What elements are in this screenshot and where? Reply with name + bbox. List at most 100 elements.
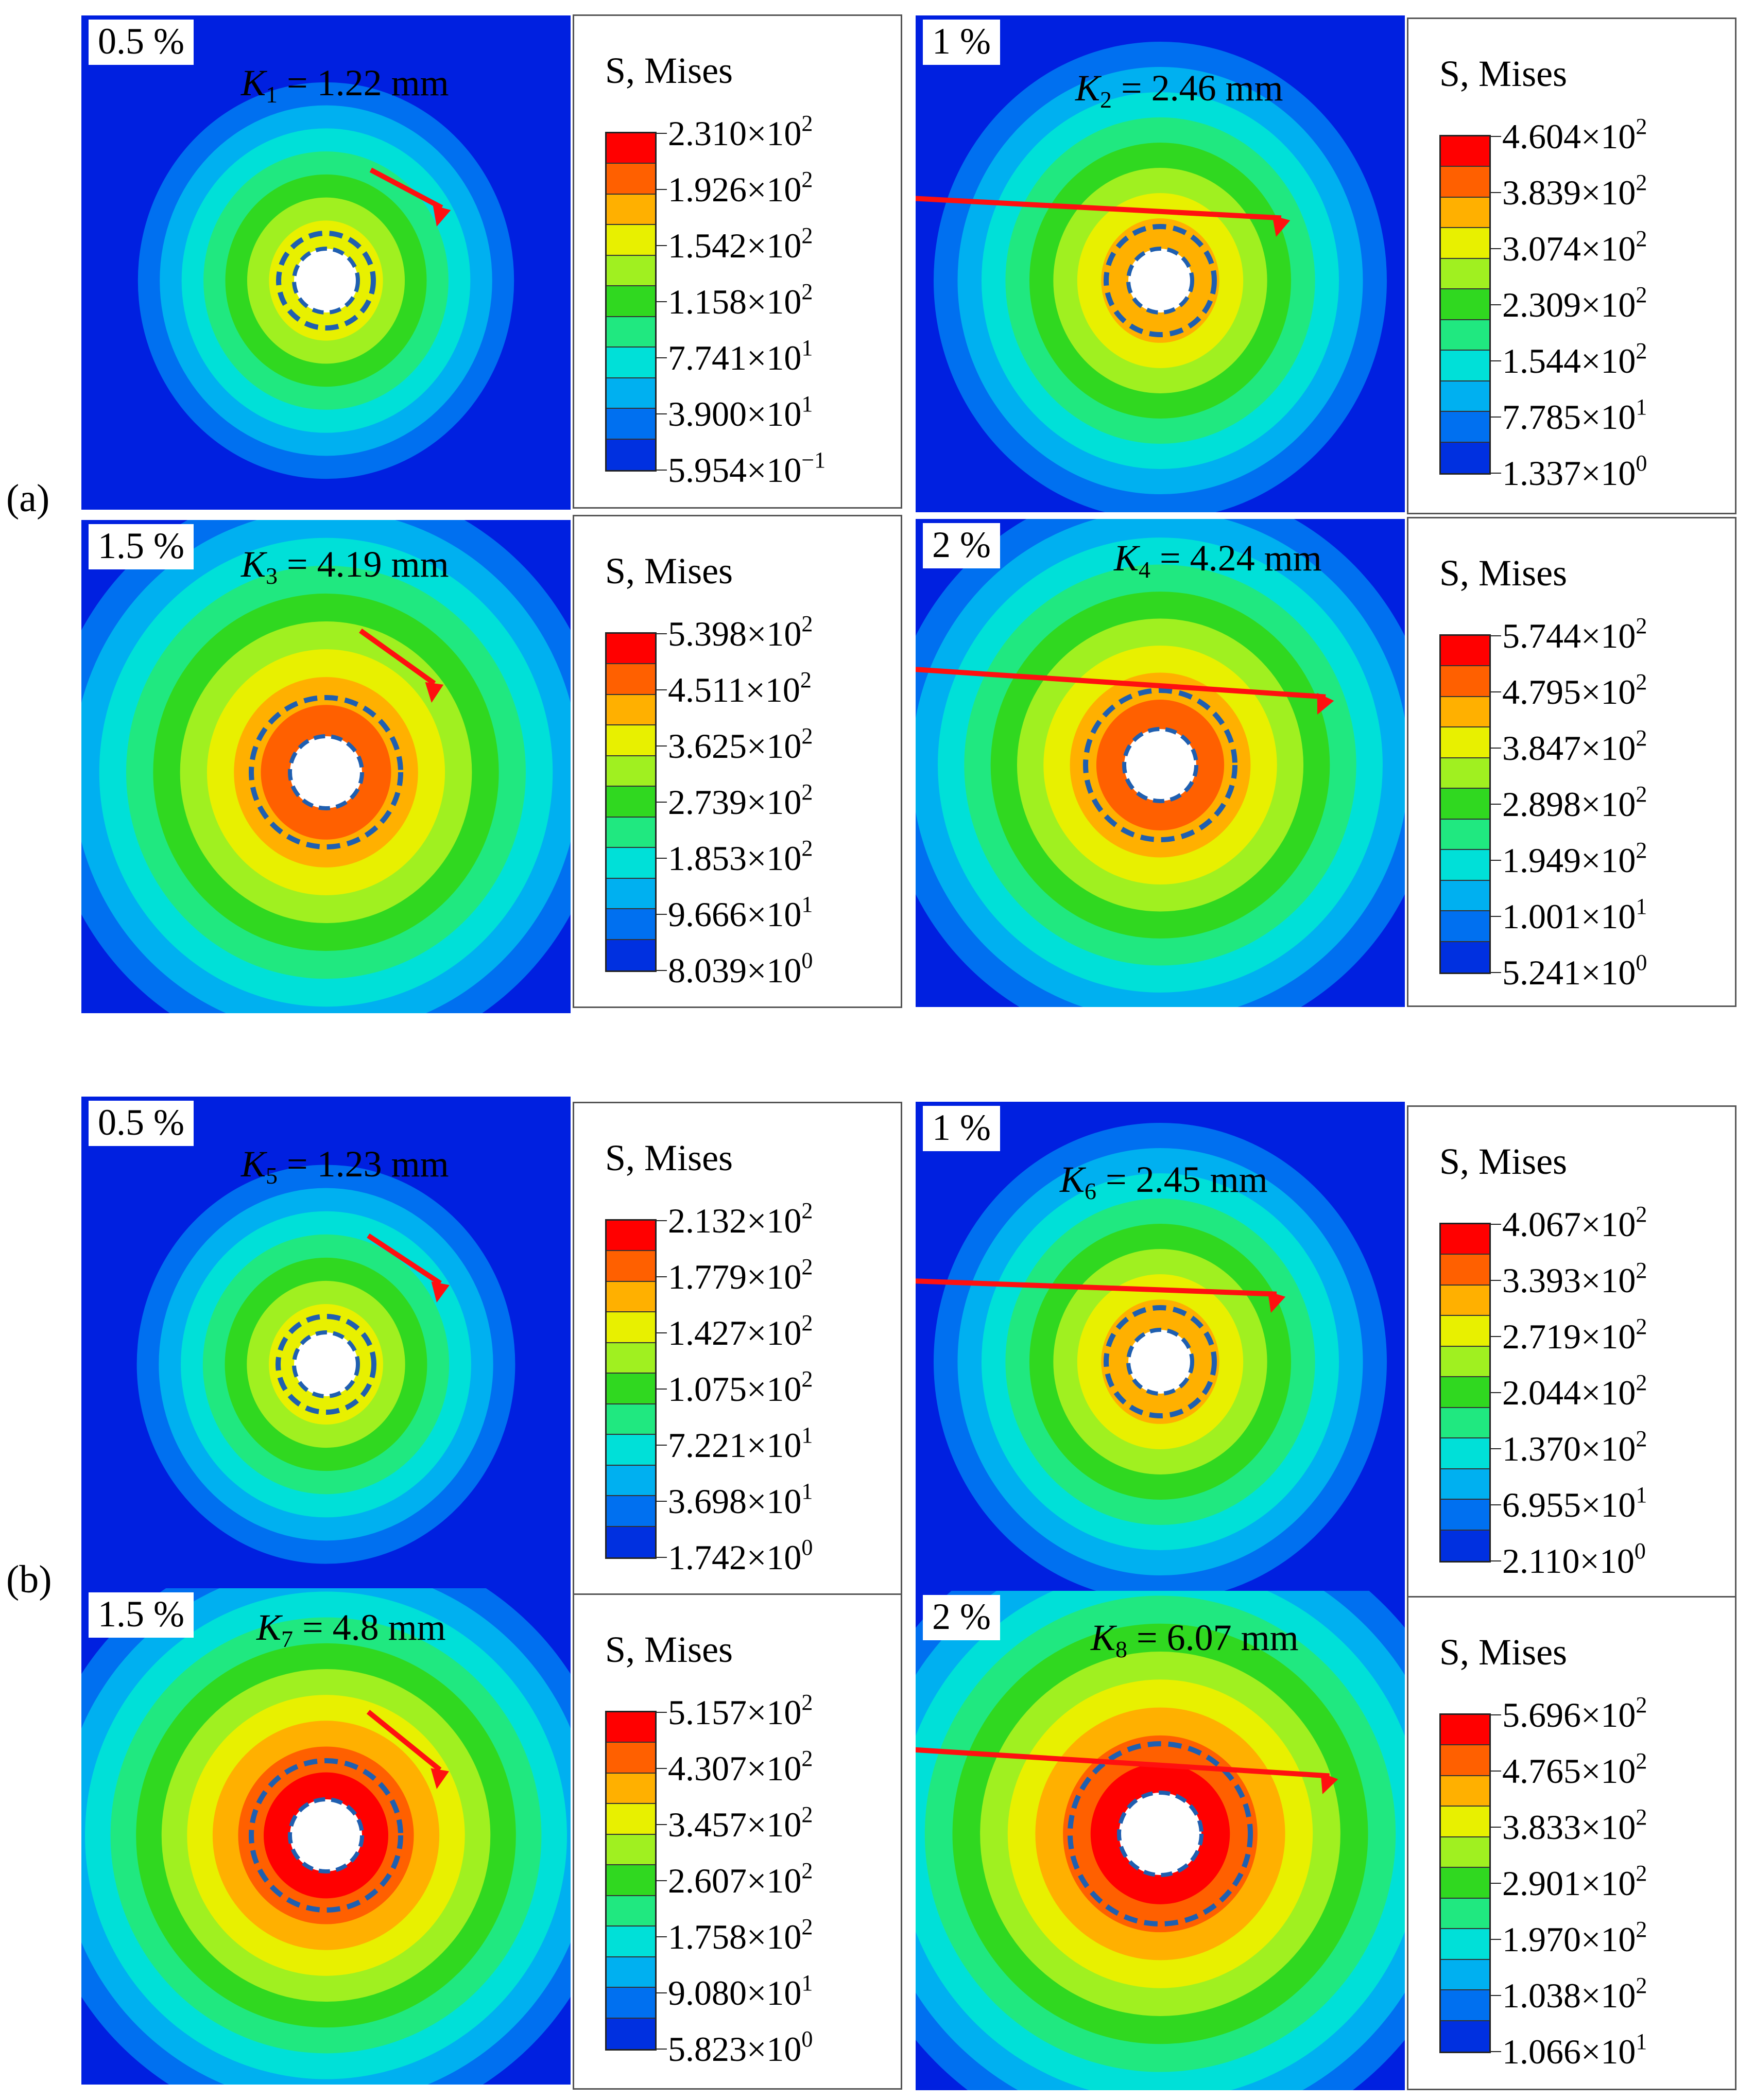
color-bar-segment: [607, 1435, 655, 1466]
color-bar: [605, 132, 657, 472]
legend-mantissa: 1.758: [668, 1917, 747, 1956]
strain-label: 1 %: [923, 20, 1000, 65]
legend-tick-label: 3.457×102: [668, 1803, 813, 1844]
k-subscript: 2: [1100, 86, 1112, 113]
legend-tick-label: 5.157×102: [668, 1691, 813, 1730]
legend-multiplier: ×10: [1581, 341, 1636, 380]
legend-tick: [1491, 972, 1501, 973]
legend-multiplier: ×10: [747, 170, 802, 209]
color-bar-segment: [607, 439, 655, 470]
legend-tick-label: 7.221×101: [668, 1424, 813, 1465]
legend-multiplier: ×10: [745, 670, 800, 709]
legend-title: S, Mises: [605, 1137, 733, 1178]
legend-multiplier: ×10: [1581, 397, 1636, 437]
color-bar: [605, 1711, 657, 2051]
legend-tick: [657, 1332, 667, 1333]
color-bar-segment: [1441, 880, 1489, 912]
legend-exponent: 0: [801, 2026, 813, 2052]
color-bar-segment: [1441, 697, 1489, 728]
legend-multiplier: ×10: [747, 895, 802, 934]
legend-mantissa: 3.074: [1502, 229, 1581, 268]
color-bar-segment: [607, 664, 655, 695]
legend-exponent: 1: [801, 1479, 813, 1504]
color-bar-segment: [1441, 850, 1489, 881]
color-bar-segment: [1441, 1408, 1489, 1439]
k-label: K6 = 2.45 mm: [1060, 1161, 1268, 1203]
legend-7: S, Mises 5.157×102 4.307×102 3.457×102 2.607…: [573, 1593, 902, 2090]
legend-tick-label: 7.785×101: [1502, 396, 1647, 437]
color-bar-segment: [607, 787, 655, 818]
legend-multiplier: ×10: [747, 1201, 802, 1240]
legend-mantissa: 1.949: [1502, 841, 1581, 880]
legend-mantissa: 2.309: [1502, 285, 1581, 324]
legend-tick-label: 1.853×102: [668, 837, 813, 876]
legend-exponent: 2: [801, 1914, 813, 1939]
legend-tick-label: 1.926×102: [668, 168, 813, 209]
legend-exponent: 2: [801, 111, 813, 136]
color-bar-segment: [607, 1743, 655, 1774]
legend-tick-label: 1.970×102: [1502, 1918, 1647, 1957]
color-bar-segment: [1441, 381, 1489, 412]
k-value: = 4.8 mm: [293, 1607, 446, 1648]
legend-tick-label: 1.542×102: [668, 224, 813, 264]
legend-tick: [657, 1768, 667, 1769]
pointer-arrow-shaft: [916, 196, 1282, 221]
legend-tick: [1491, 1560, 1501, 1561]
legend-mantissa: 4.795: [1502, 672, 1581, 711]
legend-exponent: 2: [801, 279, 813, 304]
legend-tick: [657, 633, 667, 634]
contour-plot-8: 2 % K8 = 6.07 mm: [916, 1591, 1405, 2090]
legend-mantissa: 7.785: [1502, 397, 1581, 437]
legend-exponent: 2: [1636, 838, 1647, 863]
hole-boundary: [1126, 1328, 1194, 1396]
color-bar-segment: [607, 317, 655, 348]
legend-tick: [657, 1389, 667, 1390]
legend-multiplier: ×10: [1581, 285, 1636, 324]
legend-mantissa: 7.221: [668, 1426, 747, 1465]
k-subscript: 7: [281, 1626, 294, 1652]
color-bar-segment: [607, 848, 655, 879]
legend-tick: [657, 1445, 667, 1446]
legend-tick-label: 3.847×102: [1502, 727, 1647, 766]
legend-mantissa: 1.779: [668, 1257, 747, 1296]
legend-tick: [657, 858, 667, 859]
legend-multiplier: ×10: [1579, 1541, 1635, 1581]
legend-mantissa: 2.044: [1502, 1373, 1581, 1412]
legend-tick-label: 6.955×101: [1502, 1484, 1647, 1523]
color-bar-segment: [1441, 1868, 1489, 1899]
legend-mantissa: 3.457: [668, 1805, 747, 1844]
color-bar-segment: [607, 2018, 655, 2049]
color-bar-segment: [1441, 1469, 1489, 1500]
legend-tick-label: 7.741×101: [668, 337, 813, 376]
stress-field: [916, 15, 1405, 512]
k-subscript: 5: [266, 1162, 278, 1189]
pointer-arrow-shaft: [916, 1278, 1277, 1297]
legend-tick-label: 1.038×102: [1502, 1974, 1647, 2014]
k-subscript: 8: [1115, 1636, 1128, 1662]
legend-multiplier: ×10: [1581, 1429, 1636, 1468]
legend-5: S, Mises 2.132×102 1.779×102 1.427×102 1.075…: [573, 1102, 902, 1596]
plastic-zone-boundary: [249, 1758, 403, 1913]
legend-exponent: 2: [1636, 669, 1647, 695]
legend-tick: [657, 1557, 667, 1558]
color-bar-segment: [1441, 1990, 1489, 2021]
color-bar-segment: [607, 1221, 655, 1252]
color-bar-segment: [1441, 1530, 1489, 1561]
legend-mantissa: 1.370: [1502, 1429, 1581, 1468]
legend-tick-label: 5.696×102: [1502, 1694, 1647, 1733]
legend-exponent: 1: [801, 892, 813, 917]
legend-exponent: 1: [1636, 394, 1647, 420]
k-label: K8 = 6.07 mm: [1091, 1619, 1299, 1661]
pointer-arrow-head: [1267, 1291, 1286, 1313]
legend-tick: [657, 189, 667, 190]
legend-mantissa: 1.158: [668, 282, 747, 321]
legend-title: S, Mises: [1439, 53, 1568, 94]
legend-tick: [1491, 1224, 1501, 1225]
legend-mantissa: 4.765: [1502, 1751, 1581, 1791]
color-bar-segment: [607, 1896, 655, 1927]
legend-mantissa: 1.742: [668, 1538, 747, 1577]
legend-mantissa: 2.898: [1502, 785, 1581, 824]
legend-tick: [657, 245, 667, 246]
color-bar-segment: [607, 286, 655, 317]
legend-mantissa: 5.823: [668, 2029, 747, 2069]
